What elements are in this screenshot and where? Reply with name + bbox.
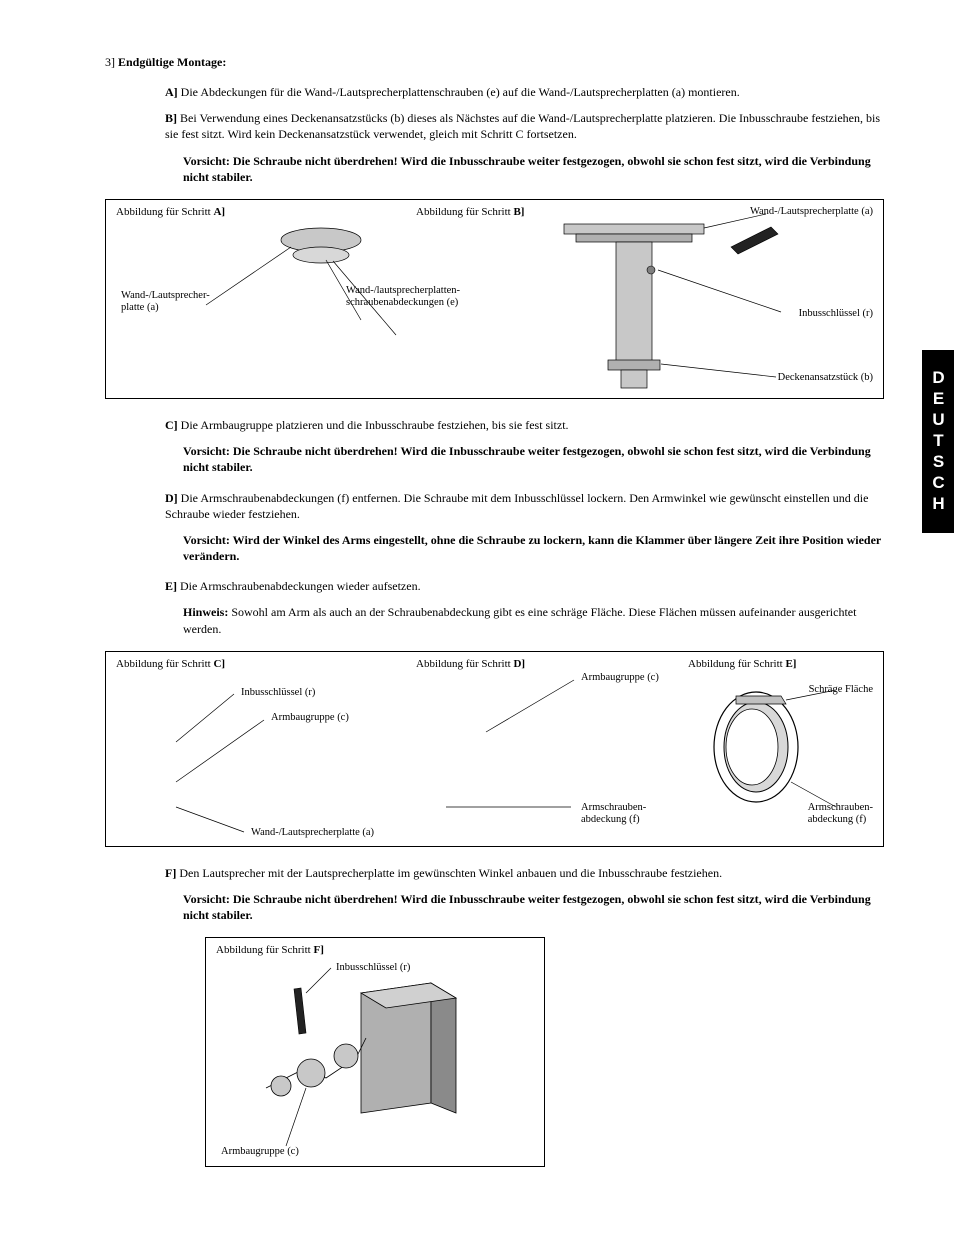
step-a: A] Die Abdeckungen für die Wand-/Lautspr… [165,84,884,100]
step-e: E] Die Armschraubenabdeckungen wieder au… [165,578,884,594]
step-f-label: F] [165,866,176,880]
step-a-label: A] [165,85,178,99]
document-page: DEUTSCH 3] Endgültige Montage: A] Die Ab… [0,0,954,1225]
step-d-text: Die Armschraubenabdeckungen (f) entferne… [165,491,868,521]
step-e-note-text: Sowohl am Arm als auch an der Schraubena… [183,605,856,635]
figure-box-f: Abbildung für Schritt F] Inbusschlüssel … [205,937,545,1167]
fig-b-illustration [506,202,866,397]
step-f-text: Den Lautsprecher mit der Lautsprecherpla… [179,866,722,880]
language-tab: DEUTSCH [922,350,954,533]
step-e-note-label: Hinweis: [183,605,228,619]
step-c-caution: Vorsicht: Die Schraube nicht überdrehen!… [183,443,884,475]
fig-e-illustration [686,652,876,842]
step-e-note: Hinweis: Sowohl am Arm als auch an der S… [183,604,884,636]
section-title: 3] Endgültige Montage: [105,55,884,70]
step-d: D] Die Armschraubenabdeckungen (f) entfe… [165,490,884,522]
figure-box-ab: Abbildung für Schritt A] Abbildung für S… [105,199,884,399]
fig-d-illustration [426,652,646,842]
section-heading: Endgültige Montage: [118,55,226,69]
step-c-text: Die Armbaugruppe platzieren und die Inbu… [181,418,569,432]
fig-a-illustration [111,205,411,395]
step-d-caution: Vorsicht: Wird der Winkel des Arms einge… [183,532,884,564]
section-number: 3] [105,55,115,69]
step-b-caution: Vorsicht: Die Schraube nicht überdrehen!… [183,153,884,185]
step-e-label: E] [165,579,177,593]
step-f-caution: Vorsicht: Die Schraube nicht überdrehen!… [183,891,884,923]
figure-box-cde: Abbildung für Schritt C] Abbildung für S… [105,651,884,847]
step-c: C] Die Armbaugruppe platzieren und die I… [165,417,884,433]
step-f: F] Den Lautsprecher mit der Lautsprecher… [165,865,884,881]
step-d-label: D] [165,491,178,505]
step-c-label: C] [165,418,178,432]
step-a-text: Die Abdeckungen für die Wand-/Lautsprech… [181,85,740,99]
fig-f-illustration [206,938,546,1168]
fig-c-illustration [106,652,356,842]
step-b-text: Bei Verwendung eines Deckenansatzstücks … [165,111,880,141]
step-e-text: Die Armschraubenabdeckungen wieder aufse… [180,579,421,593]
step-b-label: B] [165,111,177,125]
step-b: B] Bei Verwendung eines Deckenansatzstüc… [165,110,884,142]
